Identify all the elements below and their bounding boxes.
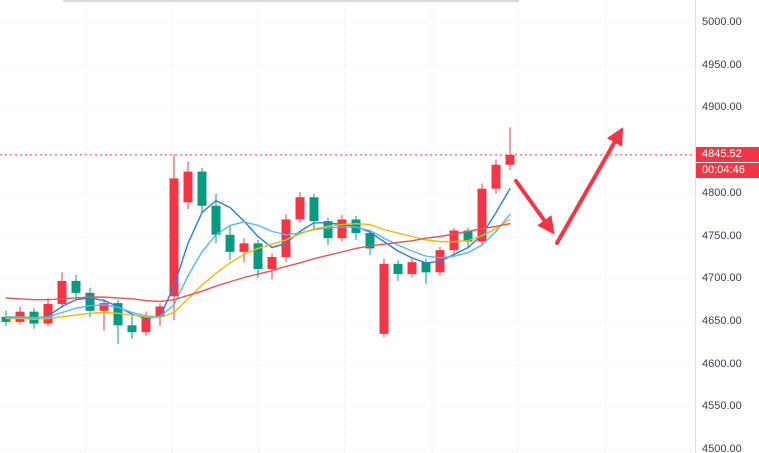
price-axis-label: 5000.00 — [702, 16, 742, 28]
candle — [379, 258, 389, 338]
candle — [365, 229, 375, 256]
candle — [155, 303, 165, 327]
price-axis-label: 4950.00 — [702, 58, 742, 71]
drawn-arrow-down[interactable] — [514, 179, 555, 235]
last-price-value: 4845.52 — [696, 146, 759, 162]
candle — [197, 168, 207, 213]
price-axis-label: 4650.00 — [702, 314, 742, 327]
chart-pane[interactable] — [0, 0, 695, 453]
candle — [295, 192, 305, 223]
price-axis-label: 4750.00 — [702, 229, 742, 242]
price-axis-label: 4550.00 — [702, 400, 742, 413]
candle — [15, 306, 25, 325]
candle — [239, 238, 249, 263]
candle — [225, 226, 235, 261]
price-axis-label: 4700.00 — [702, 272, 742, 285]
last-price-badge: 4845.52 00:04:46 — [696, 146, 759, 178]
overlay-ma-mid-lightblue — [5, 213, 511, 319]
candle — [393, 260, 403, 281]
candle — [267, 253, 277, 280]
candle — [491, 159, 501, 194]
price-axis-label: 4800.00 — [702, 186, 742, 199]
candle — [505, 127, 515, 170]
candle — [169, 154, 179, 321]
drawn-arrow-up[interactable] — [555, 127, 624, 245]
candle — [183, 161, 193, 210]
overlay-ma-slow-yellow — [5, 218, 511, 321]
price-axis-label: 4500.00 — [702, 443, 742, 453]
candle — [281, 214, 291, 263]
candle — [71, 274, 81, 300]
candle — [407, 256, 417, 278]
candle — [127, 315, 137, 339]
candle — [323, 217, 333, 246]
chart-canvas[interactable] — [0, 0, 695, 453]
overlay-ma-long-red — [5, 222, 511, 303]
overlay-ma-fast-blue — [5, 187, 511, 320]
price-axis-label: 4600.00 — [702, 357, 742, 370]
candle — [99, 298, 109, 331]
price-axis[interactable]: 4845.52 00:04:46 5000.00 4950.00 4900.00 48… — [695, 0, 759, 453]
candle — [85, 287, 95, 317]
candle — [43, 297, 53, 327]
candle — [57, 272, 67, 309]
candle — [337, 215, 347, 242]
price-axis-label: 4900.00 — [702, 101, 742, 114]
bar-countdown: 00:04:46 — [696, 162, 759, 178]
candle — [253, 239, 263, 278]
